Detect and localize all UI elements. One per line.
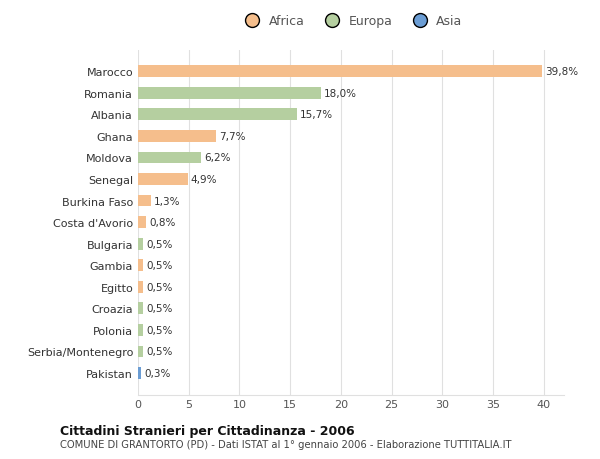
Bar [138,66,542,78]
Text: 18,0%: 18,0% [323,89,356,99]
Text: 0,8%: 0,8% [149,218,176,228]
Text: Cittadini Stranieri per Cittadinanza - 2006: Cittadini Stranieri per Cittadinanza - 2… [60,424,355,437]
Bar [138,303,143,314]
Legend: Africa, Europa, Asia: Africa, Europa, Asia [240,16,462,28]
Bar [138,195,151,207]
Text: 0,5%: 0,5% [146,261,172,271]
Bar [138,131,216,142]
Text: 4,9%: 4,9% [191,174,217,185]
Bar [138,238,143,250]
Bar [138,260,143,272]
Bar [138,346,143,358]
Bar [138,217,146,229]
Text: 1,3%: 1,3% [154,196,181,206]
Text: 0,5%: 0,5% [146,325,172,335]
Text: 15,7%: 15,7% [300,110,334,120]
Text: 0,3%: 0,3% [144,368,170,378]
Text: 0,5%: 0,5% [146,347,172,357]
Bar [138,367,141,379]
Text: 0,5%: 0,5% [146,239,172,249]
Bar [138,109,297,121]
Text: 7,7%: 7,7% [219,132,245,141]
Text: 0,5%: 0,5% [146,282,172,292]
Bar [138,152,201,164]
Text: 6,2%: 6,2% [204,153,230,163]
Text: COMUNE DI GRANTORTO (PD) - Dati ISTAT al 1° gennaio 2006 - Elaborazione TUTTITAL: COMUNE DI GRANTORTO (PD) - Dati ISTAT al… [60,440,511,449]
Bar [138,88,320,100]
Bar [138,174,188,185]
Text: 0,5%: 0,5% [146,304,172,313]
Bar [138,281,143,293]
Bar [138,324,143,336]
Text: 39,8%: 39,8% [545,67,578,77]
